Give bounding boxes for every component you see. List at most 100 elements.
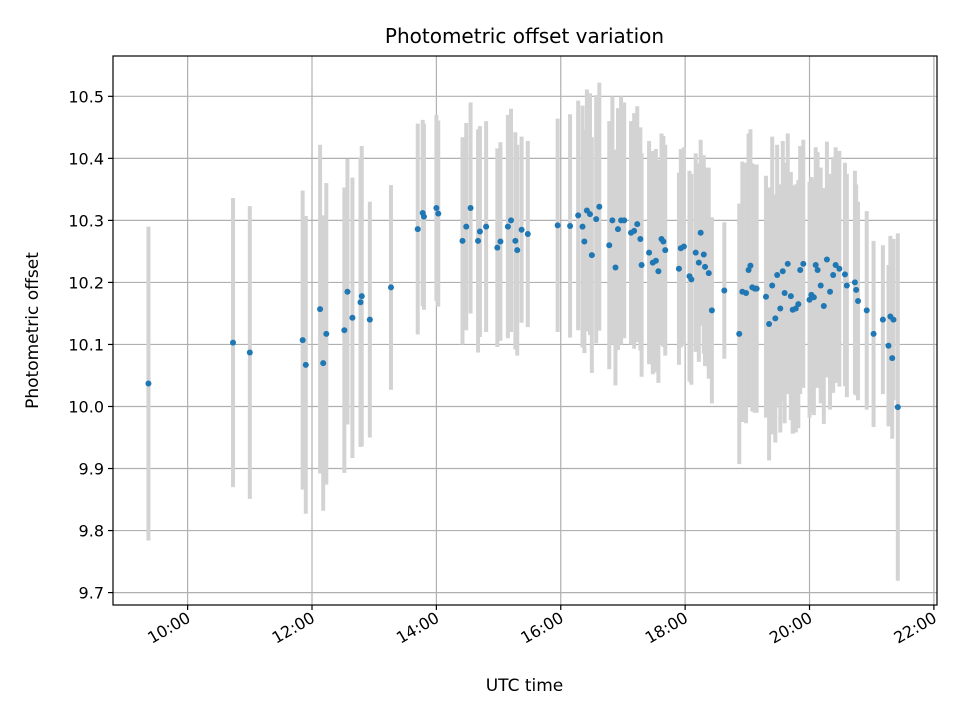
data-point (230, 339, 237, 346)
data-point (806, 296, 813, 303)
x-tick-label: 16:00 (517, 608, 566, 648)
data-point (646, 249, 653, 256)
data-point (497, 238, 504, 245)
x-tick-label: 10:00 (144, 608, 193, 648)
data-point (781, 289, 788, 296)
data-point (414, 226, 421, 233)
data-point (634, 221, 641, 228)
data-point (609, 217, 616, 224)
data-point (387, 284, 394, 291)
y-axis-ticks: 9.7 9.8 9.9 10.0 10.1 10.2 10.3 10.4 10.5 (68, 87, 113, 603)
x-tick-label: 20:00 (766, 608, 815, 648)
data-point (774, 271, 781, 278)
data-point (463, 223, 470, 230)
data-point (357, 299, 364, 306)
data-point (885, 342, 892, 349)
data-point (695, 259, 702, 266)
data-point (863, 307, 870, 314)
x-axis-ticks: 10:00 12:00 14:00 16:00 18:00 20:00 22:00 (144, 605, 940, 648)
data-point (784, 260, 791, 267)
data-point (420, 213, 427, 220)
plot-frame (112, 55, 938, 606)
data-point (476, 228, 483, 235)
data-point (504, 223, 511, 230)
data-point (349, 314, 356, 321)
data-point (743, 289, 750, 296)
y-tick-label: 10.4 (68, 149, 104, 168)
y-tick-label: 9.9 (79, 460, 104, 479)
x-tick-label: 14:00 (393, 608, 442, 648)
data-point (524, 231, 531, 238)
data-point (820, 302, 827, 309)
data-point (853, 286, 860, 293)
data-point (832, 262, 839, 269)
data-point (581, 238, 588, 245)
data-point (475, 237, 482, 244)
data-point (797, 267, 804, 274)
data-point (705, 270, 712, 277)
data-point (323, 330, 330, 337)
data-point (894, 404, 901, 411)
data-point (614, 226, 621, 233)
data-point (567, 222, 574, 229)
data-point (518, 226, 525, 233)
data-point (366, 316, 373, 323)
data-point (631, 227, 638, 234)
data-point (433, 204, 440, 211)
data-point (700, 251, 707, 258)
data-point (652, 257, 659, 264)
data-point (494, 244, 501, 251)
data-point (812, 262, 819, 269)
data-point (483, 223, 490, 230)
data-point (795, 301, 802, 308)
x-axis-label: UTC time (486, 676, 564, 696)
data-point (747, 262, 754, 269)
data-point (851, 279, 858, 286)
data-point (736, 330, 743, 337)
data-point (702, 263, 709, 270)
data-point (662, 247, 669, 254)
data-point (637, 236, 644, 242)
data-point (817, 282, 824, 289)
data-point (787, 293, 794, 300)
data-point (579, 223, 586, 230)
data-point (843, 282, 850, 289)
data-point (320, 360, 327, 367)
y-tick-label: 10.2 (68, 273, 104, 292)
data-point (721, 287, 728, 294)
data-point (302, 361, 309, 368)
data-point (810, 294, 817, 301)
data-point (889, 355, 896, 362)
data-point (435, 210, 442, 217)
y-tick-label: 10.0 (68, 397, 104, 416)
data-point (680, 243, 687, 250)
data-point (508, 217, 515, 224)
data-point (638, 262, 645, 269)
data-point (769, 282, 776, 289)
x-tick-label: 18:00 (642, 608, 691, 648)
data-point (836, 265, 843, 272)
data-point (606, 242, 613, 249)
data-point (459, 237, 466, 244)
data-point (855, 298, 862, 305)
data-point (708, 307, 715, 314)
data-point (299, 337, 306, 344)
y-tick-label: 10.3 (68, 211, 104, 230)
data-point (575, 212, 582, 219)
data-point (800, 260, 807, 267)
data-point (586, 211, 593, 218)
data-point (697, 229, 704, 236)
data-point (655, 268, 662, 275)
x-tick-label: 12:00 (269, 608, 318, 648)
data-point (612, 264, 619, 271)
data-point (688, 276, 695, 283)
y-tick-label: 10.1 (68, 335, 104, 354)
data-point (145, 380, 152, 387)
data-point (246, 349, 253, 356)
y-tick-label: 10.5 (68, 87, 104, 106)
data-point (317, 306, 324, 313)
data-point (596, 203, 603, 210)
data-point (772, 315, 779, 322)
